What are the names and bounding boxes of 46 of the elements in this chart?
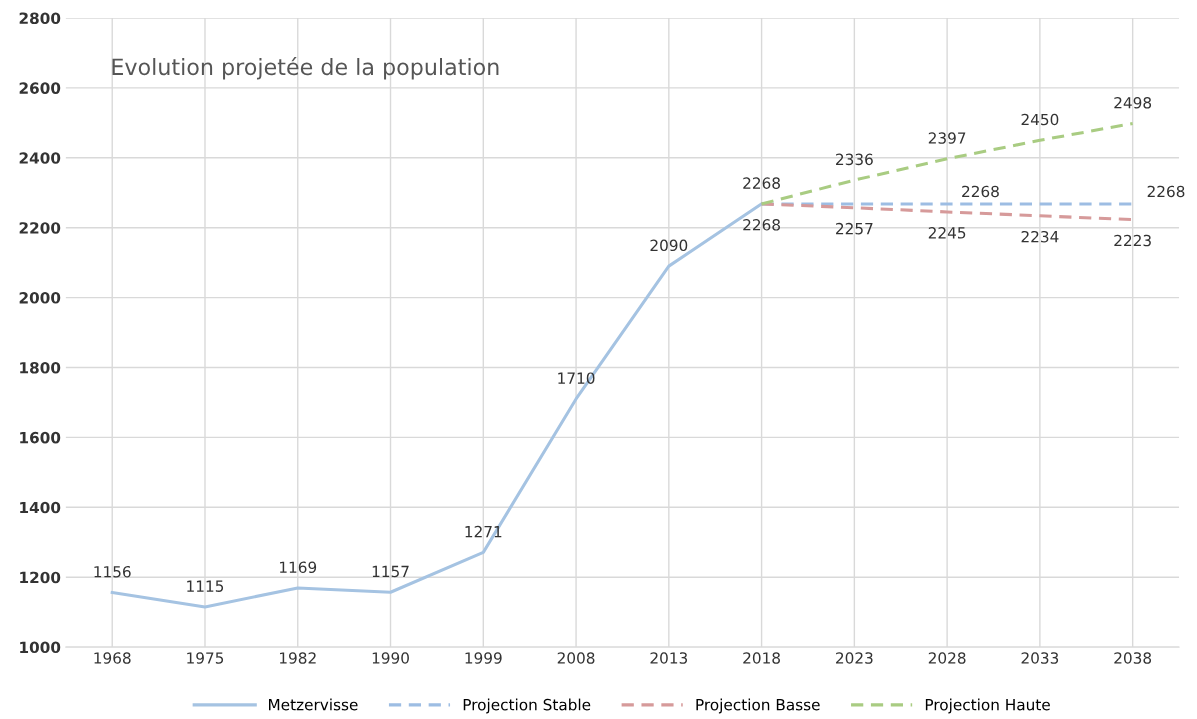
data-label: 2450 (1021, 113, 1059, 126)
x-tick-label: 1968 (94, 652, 131, 664)
x-tick-label: 2033 (1021, 652, 1059, 664)
y-tick-label: 1400 (20, 501, 61, 514)
data-label: 1115 (187, 580, 224, 592)
x-tick-label: 2018 (743, 652, 780, 664)
x-tick-label: 1982 (279, 652, 316, 664)
y-tick-label: 1800 (20, 361, 61, 374)
y-tick-label: 2600 (19, 82, 61, 94)
x-tick-label: 1990 (372, 652, 409, 664)
x-tick-label: 1999 (465, 652, 502, 664)
data-label: 2245 (928, 227, 966, 239)
data-label: 1157 (372, 565, 409, 578)
x-tick-label: 2038 (1114, 652, 1152, 664)
y-tick-label: 1600 (20, 431, 61, 444)
legend-label: Projection Haute (925, 698, 1050, 714)
data-label: 2268 (1147, 185, 1185, 198)
y-tick-label: 2800 (19, 12, 61, 24)
y-tick-label: 1000 (20, 641, 61, 654)
x-tick-label: 2008 (557, 652, 595, 664)
x-tick-label: 2013 (650, 652, 688, 664)
data-label: 1271 (465, 525, 502, 538)
data-label: 2268 (962, 185, 999, 198)
data-label: 1169 (279, 561, 317, 574)
data-label: 2268 (743, 219, 780, 231)
data-label: 2234 (1021, 230, 1059, 243)
data-label: 2397 (928, 132, 966, 144)
y-tick-label: 2200 (19, 222, 61, 234)
legend-label: Projection Stable (463, 698, 591, 714)
x-tick-label: 2028 (928, 652, 966, 664)
y-tick-label: 2000 (19, 292, 61, 304)
data-label: 2268 (743, 177, 780, 189)
data-label: 1710 (558, 372, 595, 384)
x-tick-label: 2023 (836, 652, 873, 664)
text: Evolution projetée de la population (112, 57, 499, 80)
data-label: 2336 (836, 153, 873, 166)
x-tick-label: 1975 (187, 652, 224, 664)
legend-label: Projection Basse (696, 698, 820, 714)
data-label: 1156 (94, 566, 131, 578)
y-tick-label: 1200 (20, 571, 61, 584)
legend-label: Metzervisse (269, 698, 358, 711)
data-label: 2257 (836, 222, 873, 235)
data-label: 2498 (1114, 96, 1152, 109)
data-label: 2090 (650, 239, 688, 252)
data-label: 2223 (1114, 234, 1151, 247)
y-tick-label: 2400 (19, 152, 61, 164)
